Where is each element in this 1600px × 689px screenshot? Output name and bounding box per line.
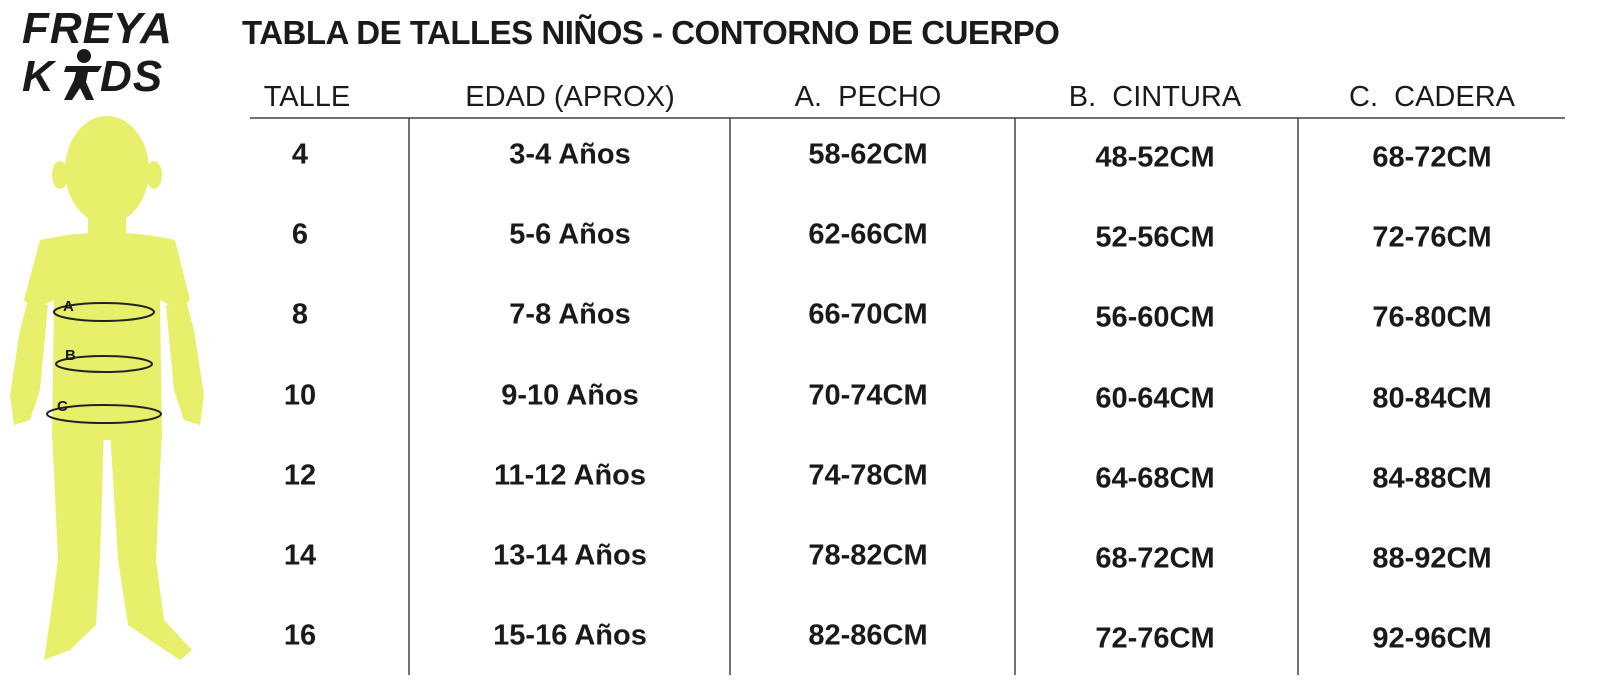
table-cell: 78-82CM <box>808 539 928 572</box>
table-cell: 56-60CM <box>1095 301 1215 334</box>
column-header: C. CADERA <box>1349 81 1515 113</box>
table-cell: 74-78CM <box>808 459 928 492</box>
table-cell: 68-72CM <box>1095 542 1215 575</box>
column-header: B. CINTURA <box>1068 81 1242 113</box>
table-cell: 80-84CM <box>1372 382 1492 415</box>
table-cell: 9-10 Años <box>501 379 639 412</box>
table-cell: 4 <box>291 138 309 171</box>
column-dividers <box>408 118 1299 675</box>
table-cell: 72-76CM <box>1372 221 1492 254</box>
table-cell: 8 <box>291 298 309 331</box>
table-cell: 5-6 Años <box>509 218 631 251</box>
table-cell: 10 <box>283 379 317 412</box>
table-cell: 3-4 Años <box>509 138 631 171</box>
table-cell: 62-66CM <box>808 218 928 251</box>
table-cell: 76-80CM <box>1372 301 1492 334</box>
measure-label: C <box>57 398 68 415</box>
logo-line1: FREYA <box>22 4 173 53</box>
logo-k: K <box>22 52 55 101</box>
logo-figure <box>64 49 102 100</box>
table-cell: 12 <box>283 459 317 492</box>
table-cell: 70-74CM <box>808 379 928 412</box>
table-cell: 82-86CM <box>808 619 928 652</box>
measure-label: B <box>65 347 76 364</box>
table-cell: 16 <box>283 619 317 652</box>
table-cell: 64-68CM <box>1095 462 1215 495</box>
table-cell: 92-96CM <box>1372 622 1492 655</box>
table-cell: 72-76CM <box>1095 622 1215 655</box>
table-cell: 6 <box>291 218 309 251</box>
measure-label: A <box>63 298 74 315</box>
child-figure <box>10 116 204 660</box>
table-cell: 48-52CM <box>1095 141 1215 174</box>
title: TABLA DE TALLES NIÑOS - CONTORNO DE CUER… <box>242 14 1060 51</box>
table-cell: 88-92CM <box>1372 542 1492 575</box>
table-cell: 84-88CM <box>1372 462 1492 495</box>
measure-lines <box>46 302 162 424</box>
table-cell: 66-70CM <box>808 298 928 331</box>
table-cell: 15-16 Años <box>493 619 647 652</box>
table-cell: 7-8 Años <box>509 298 631 331</box>
column-header: A. PECHO <box>794 81 942 113</box>
table-cell: 52-56CM <box>1095 221 1215 254</box>
logo-ds: DS <box>100 52 164 101</box>
table-cell: 11-12 Años <box>493 459 647 492</box>
table-cell: 58-62CM <box>808 138 928 171</box>
table-cell: 14 <box>283 539 317 572</box>
table-cell: 68-72CM <box>1372 141 1492 174</box>
table-cell: 60-64CM <box>1095 382 1215 415</box>
column-header: TALLE <box>263 81 351 113</box>
table-cell: 13-14 Años <box>493 539 647 572</box>
column-header: EDAD (APROX) <box>465 81 675 113</box>
